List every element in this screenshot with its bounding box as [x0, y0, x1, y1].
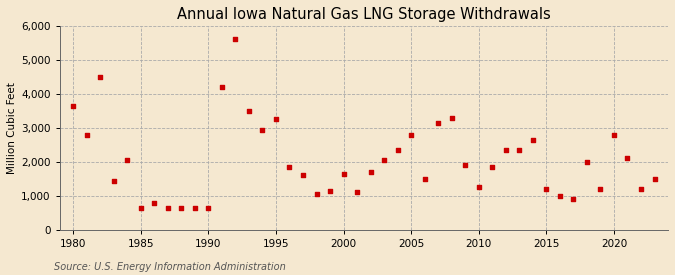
Point: [514, 148, 524, 152]
Point: [582, 160, 593, 164]
Point: [122, 158, 133, 162]
Text: Source: U.S. Energy Information Administration: Source: U.S. Energy Information Administ…: [54, 262, 286, 272]
Point: [622, 156, 633, 161]
Point: [163, 205, 173, 210]
Point: [419, 177, 430, 181]
Point: [473, 185, 484, 189]
Point: [527, 138, 538, 142]
Point: [392, 148, 403, 152]
Point: [311, 192, 322, 196]
Point: [379, 158, 389, 162]
Point: [568, 197, 579, 201]
Point: [230, 37, 241, 42]
Point: [203, 205, 214, 210]
Point: [149, 200, 160, 205]
Y-axis label: Million Cubic Feet: Million Cubic Feet: [7, 82, 17, 174]
Point: [446, 116, 457, 120]
Point: [81, 133, 92, 137]
Point: [338, 172, 349, 176]
Point: [365, 170, 376, 174]
Point: [649, 177, 660, 181]
Point: [487, 165, 497, 169]
Point: [460, 163, 470, 167]
Point: [595, 187, 606, 191]
Point: [352, 190, 362, 195]
Point: [325, 188, 335, 193]
Point: [271, 117, 281, 122]
Point: [108, 178, 119, 183]
Point: [406, 133, 416, 137]
Point: [136, 205, 146, 210]
Point: [609, 133, 620, 137]
Point: [284, 165, 295, 169]
Point: [176, 205, 187, 210]
Point: [257, 127, 268, 132]
Point: [298, 173, 308, 178]
Point: [541, 187, 551, 191]
Point: [433, 120, 443, 125]
Title: Annual Iowa Natural Gas LNG Storage Withdrawals: Annual Iowa Natural Gas LNG Storage With…: [177, 7, 551, 22]
Point: [190, 205, 200, 210]
Point: [554, 194, 565, 198]
Point: [636, 187, 647, 191]
Point: [244, 109, 254, 113]
Point: [500, 148, 511, 152]
Point: [217, 85, 227, 89]
Point: [95, 75, 105, 79]
Point: [68, 104, 78, 108]
